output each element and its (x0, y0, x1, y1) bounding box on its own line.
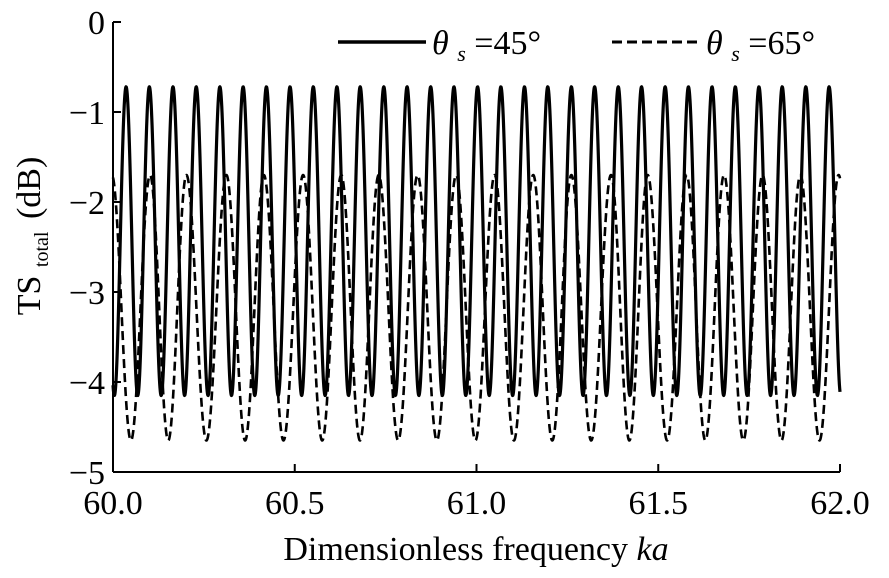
x-axis-label: Dimensionless frequency ka (283, 531, 668, 568)
series-line-2 (111, 173, 842, 442)
legend-rest-1: =45° (474, 25, 541, 62)
x-tick-label: 60.5 (265, 485, 325, 522)
y-axis-label-main: TS (11, 276, 48, 316)
x-axis-label-text: Dimensionless frequency (283, 531, 628, 568)
x-tick-label: 62.0 (810, 485, 870, 522)
legend-symbol-2: θ (706, 25, 723, 62)
x-tick-label: 61.5 (629, 485, 689, 522)
y-tick-label: −1 (69, 95, 105, 132)
x-tick-label: 61.0 (447, 485, 507, 522)
legend-label-series-1: θ s =45° (432, 25, 541, 69)
y-tick-label: −4 (69, 365, 105, 402)
y-tick-label: 0 (88, 5, 105, 42)
x-axis-label-italic: ka (637, 531, 669, 568)
legend-symbol-1: θ (432, 25, 449, 62)
y-axis-label-unit: (dB) (11, 157, 48, 219)
x-axis-ticks: 60.0 60.5 61.0 61.5 62.0 (83, 464, 870, 522)
y-axis-label-sub: total (31, 231, 53, 267)
y-tick-label: −2 (69, 185, 105, 222)
y-axis-ticks: 0 −1 −2 −3 −4 −5 (69, 5, 121, 492)
legend-rest-2: =65° (748, 25, 815, 62)
y-axis-label: TS total (dB) (11, 157, 56, 316)
x-tick-label: 60.0 (83, 485, 143, 522)
legend-label-series-2: θ s =65° (706, 25, 815, 69)
y-tick-label: −3 (69, 275, 105, 312)
legend-sub-1: s (457, 41, 466, 66)
legend: θ s =45° θ s =65° (338, 25, 815, 69)
plot-area (111, 85, 842, 442)
y-tick-label: −5 (69, 455, 105, 492)
series-line-1 (111, 85, 842, 398)
legend-sub-2: s (731, 41, 740, 66)
